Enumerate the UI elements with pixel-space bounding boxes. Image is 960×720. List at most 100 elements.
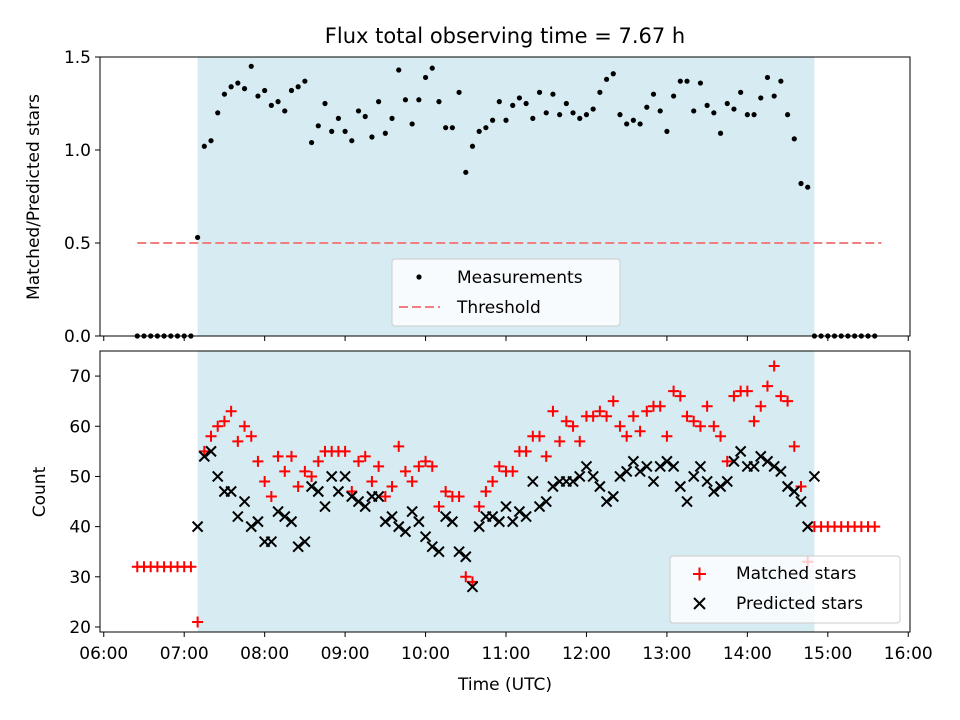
predicted-star-point bbox=[212, 470, 224, 483]
predicted-star-point bbox=[527, 475, 539, 488]
matched-star-point bbox=[493, 460, 505, 472]
predicted-star-point bbox=[332, 485, 345, 498]
measurement-point bbox=[650, 91, 657, 97]
measurements-layer bbox=[134, 63, 878, 339]
x-tick-label: 11:00 bbox=[482, 644, 531, 664]
measurement-point bbox=[697, 80, 704, 86]
measurement-point bbox=[302, 78, 308, 84]
predicted-star-point bbox=[285, 515, 298, 528]
predicted-star-point bbox=[607, 490, 619, 503]
predicted-star-point bbox=[587, 470, 599, 483]
measurement-point bbox=[235, 80, 241, 86]
matched-star-point bbox=[205, 430, 217, 442]
measurement-point bbox=[476, 128, 482, 134]
measurement-point bbox=[382, 130, 388, 136]
matched-star-point bbox=[252, 455, 264, 467]
measurement-point bbox=[416, 97, 422, 103]
matched-star-point bbox=[473, 501, 485, 513]
measurement-point bbox=[657, 108, 663, 114]
predicted-star-point bbox=[641, 460, 653, 473]
matched-star-point bbox=[688, 415, 700, 427]
measurement-point bbox=[563, 100, 569, 107]
measurement-point bbox=[536, 89, 543, 95]
matched-star-point bbox=[775, 390, 787, 402]
matched-star-point bbox=[460, 571, 472, 583]
predicted-star-point bbox=[701, 475, 713, 488]
matched-star-point bbox=[741, 385, 753, 397]
measurement-point bbox=[443, 125, 449, 131]
predicted-star-point bbox=[574, 470, 586, 483]
measurement-point bbox=[791, 136, 797, 142]
measurement-point bbox=[228, 84, 234, 90]
measurement-point bbox=[784, 112, 791, 118]
x-tick-label: 08:00 bbox=[240, 644, 289, 664]
legend-predicted-marker bbox=[693, 597, 706, 610]
measurement-point bbox=[751, 112, 757, 118]
predicted-star-point bbox=[359, 500, 371, 513]
measurement-point bbox=[396, 67, 402, 73]
predicted-star-point bbox=[339, 470, 351, 483]
matched-star-point bbox=[661, 430, 673, 442]
predicted-star-point bbox=[540, 495, 552, 508]
matched-star-point bbox=[701, 400, 713, 412]
measurement-point bbox=[402, 97, 409, 103]
x-tick-label: 14:00 bbox=[723, 644, 772, 664]
predicted-star-point bbox=[460, 551, 472, 563]
matched-star-point bbox=[674, 390, 686, 402]
matched-star-point bbox=[393, 440, 405, 452]
measurement-point bbox=[510, 102, 516, 108]
measurement-point bbox=[516, 95, 523, 101]
matched-star-point bbox=[534, 430, 546, 442]
measurement-point bbox=[248, 63, 254, 69]
predicted-star-point bbox=[386, 510, 398, 523]
predicted-star-point bbox=[305, 480, 318, 493]
legend-measurements-label: Measurements bbox=[457, 268, 583, 288]
measurement-point bbox=[717, 130, 724, 136]
measurement-point bbox=[409, 121, 415, 127]
top-axes-frame bbox=[99, 56, 911, 337]
measurement-point bbox=[469, 143, 476, 149]
predicted-star-point bbox=[775, 465, 787, 478]
x-tick-label: 07:00 bbox=[160, 644, 209, 664]
predicted-star-point bbox=[795, 495, 807, 508]
matched-star-point bbox=[540, 450, 552, 462]
predicted-star-point bbox=[600, 495, 613, 508]
predicted-star-point bbox=[674, 480, 687, 493]
bottom-y-tick-label: 40 bbox=[69, 518, 91, 538]
predicted-star-point bbox=[198, 450, 211, 463]
matched-star-point bbox=[453, 491, 465, 503]
x-tick-label: 06:00 bbox=[79, 644, 128, 664]
matched-star-point bbox=[212, 420, 224, 432]
measurement-point bbox=[590, 106, 596, 112]
measurement-point bbox=[523, 100, 529, 107]
measurement-point bbox=[463, 169, 469, 175]
predicted-star-point bbox=[346, 490, 358, 503]
predicted-star-point bbox=[500, 500, 512, 513]
predicted-star-point bbox=[755, 450, 767, 463]
top-x-ticks bbox=[103, 336, 909, 341]
predicted-star-point bbox=[748, 460, 760, 473]
matched-star-point bbox=[440, 486, 452, 497]
predicted-star-point bbox=[379, 515, 392, 528]
top-y-tick-label: 0.5 bbox=[64, 234, 91, 254]
measurement-point bbox=[597, 89, 603, 95]
measurement-point bbox=[308, 139, 315, 146]
predicted-star-point bbox=[580, 460, 593, 473]
legend-matched-label: Matched stars bbox=[736, 564, 856, 584]
matched-star-point bbox=[306, 470, 318, 482]
predicted-star-point bbox=[225, 485, 237, 498]
measurement-point bbox=[483, 125, 489, 131]
x-tick-label: 10:00 bbox=[401, 644, 450, 664]
predicted-star-point bbox=[520, 510, 532, 523]
predicted-star-point bbox=[486, 510, 499, 523]
matched-star-point bbox=[420, 455, 432, 467]
measurement-point bbox=[342, 128, 348, 134]
bottom-y-ticks: 20 30 40 50 60 70 bbox=[69, 367, 100, 638]
matched-star-point bbox=[192, 616, 204, 628]
measurement-point bbox=[389, 115, 395, 121]
predicted-star-point bbox=[634, 465, 646, 478]
top-legend: Measurements Threshold bbox=[391, 258, 621, 327]
matched-star-point bbox=[567, 420, 579, 432]
measurement-point bbox=[577, 115, 583, 121]
matched-star-point bbox=[259, 475, 271, 487]
